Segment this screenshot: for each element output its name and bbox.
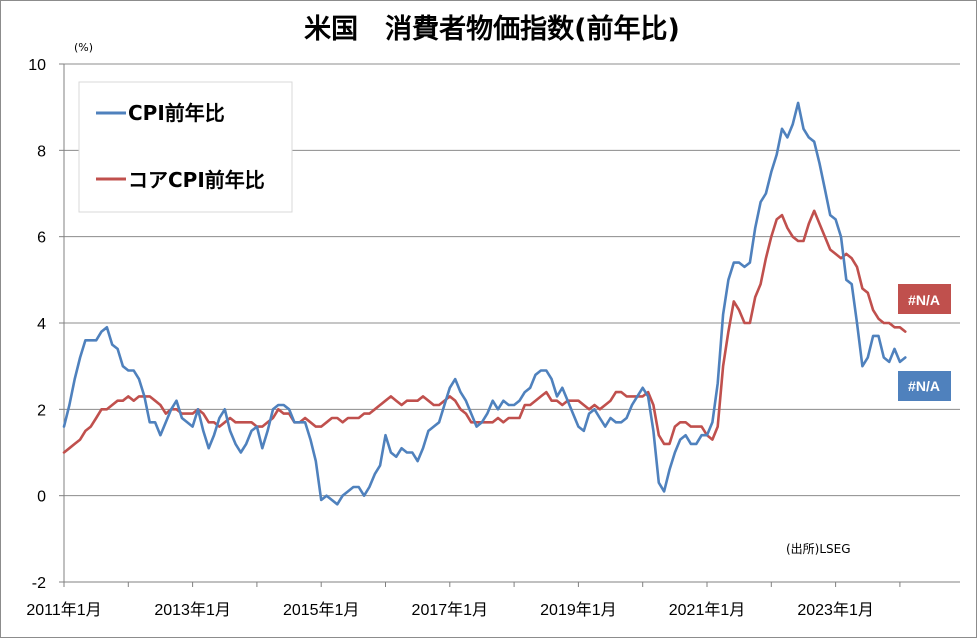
y-axis-ticks: 10 8 6 4 2 0 -2	[28, 57, 64, 592]
legend-label-cpi: CPI前年比	[128, 101, 225, 125]
x-tick-label: 2015年1月	[283, 601, 360, 619]
y-tick-label: 0	[37, 489, 46, 506]
x-axis-ticks: 2011年1月 2013年1月 2015年1月 2017年1月 2019年1月 2021年…	[26, 582, 901, 619]
legend-label-core-cpi: コアCPI前年比	[128, 168, 265, 192]
x-tick-label: 2021年1月	[669, 601, 746, 619]
y-tick-label: 2	[37, 402, 46, 419]
y-tick-label: 10	[28, 57, 46, 74]
y-axis-unit: (%)	[74, 41, 93, 54]
y-tick-label: 6	[37, 230, 46, 247]
y-tick-label: -2	[32, 575, 46, 592]
x-tick-label: 2017年1月	[412, 601, 489, 619]
end-label-core-cpi-text: #N/A	[908, 292, 940, 308]
source-note: (出所)LSEG	[786, 542, 851, 556]
y-tick-label: 4	[37, 316, 46, 333]
x-tick-label: 2013年1月	[154, 601, 231, 619]
series-line-core-cpi	[62, 209, 907, 454]
end-label-cpi-text: #N/A	[908, 378, 940, 394]
legend-box	[78, 81, 293, 213]
x-tick-label: 2023年1月	[797, 601, 874, 619]
legend: CPI前年比 コアCPI前年比	[78, 81, 293, 213]
series-lines	[62, 101, 907, 506]
y-tick-label: 8	[37, 143, 46, 160]
chart-title: 米国 消費者物価指数(前年比)	[304, 13, 680, 45]
end-label-cpi: #N/A	[898, 371, 951, 401]
series-line-cpi	[62, 101, 907, 506]
end-label-core-cpi: #N/A	[898, 284, 951, 314]
end-label-cpi-box	[898, 371, 951, 401]
x-tick-label: 2019年1月	[540, 601, 617, 619]
end-label-core-cpi-box	[898, 284, 951, 314]
x-tick-label: 2011年1月	[26, 601, 101, 619]
